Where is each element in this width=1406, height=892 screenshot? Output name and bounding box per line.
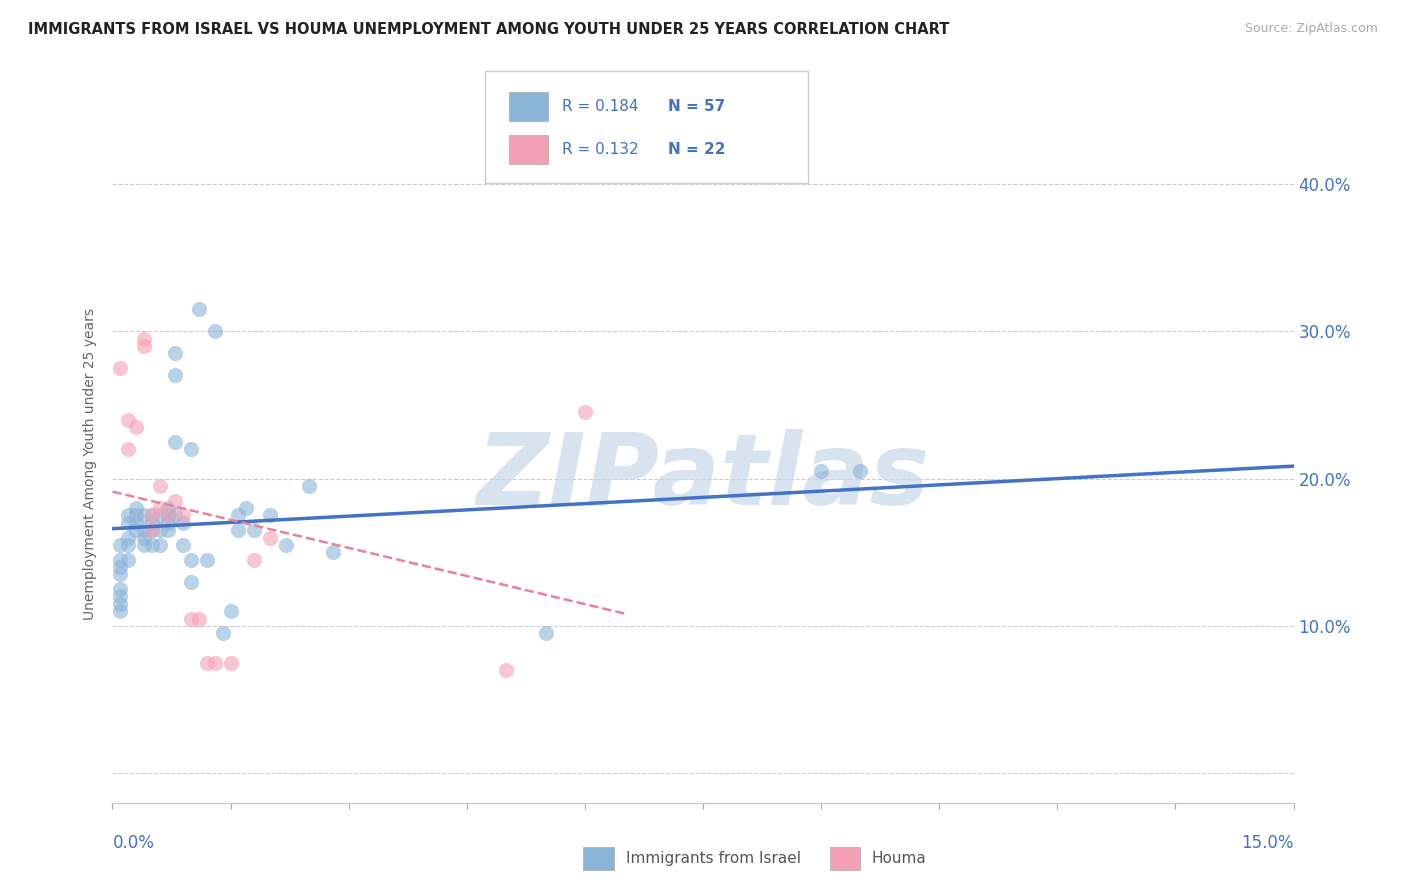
Point: [141, 508, 163, 523]
Point: [165, 508, 187, 523]
Point: [132, 523, 155, 537]
Point: [204, 656, 226, 670]
Point: [110, 597, 132, 611]
Point: [574, 405, 596, 419]
Point: [165, 434, 187, 449]
Text: IMMIGRANTS FROM ISRAEL VS HOUMA UNEMPLOYMENT AMONG YOUTH UNDER 25 YEARS CORRELAT: IMMIGRANTS FROM ISRAEL VS HOUMA UNEMPLOY…: [28, 22, 949, 37]
Point: [156, 501, 179, 516]
Point: [188, 611, 211, 625]
Point: [259, 508, 281, 523]
Text: R = 0.184: R = 0.184: [562, 99, 638, 114]
Point: [125, 516, 148, 530]
Text: 15.0%: 15.0%: [1241, 834, 1294, 852]
Point: [149, 501, 172, 516]
Point: [259, 531, 281, 545]
Point: [149, 523, 172, 537]
Point: [141, 523, 163, 537]
Point: [274, 538, 297, 552]
Point: [172, 508, 194, 523]
Point: [156, 508, 179, 523]
Point: [141, 523, 163, 537]
Point: [219, 604, 242, 618]
Point: [117, 412, 139, 426]
Point: [165, 346, 187, 360]
Point: [228, 523, 250, 537]
Point: [110, 590, 132, 604]
Point: [298, 479, 321, 493]
Point: [534, 626, 557, 640]
Point: [243, 523, 266, 537]
Point: [243, 552, 266, 566]
Point: [132, 508, 155, 523]
Point: [322, 545, 344, 559]
Point: [110, 582, 132, 596]
Point: [125, 420, 148, 434]
Point: [228, 508, 250, 523]
Point: [219, 656, 242, 670]
Point: [810, 464, 832, 478]
Point: [125, 501, 148, 516]
Point: [149, 538, 172, 552]
Point: [165, 493, 187, 508]
Point: [165, 368, 187, 383]
Point: [195, 552, 218, 566]
Point: [110, 560, 132, 574]
Point: [117, 552, 139, 566]
Point: [180, 552, 202, 566]
Text: 0.0%: 0.0%: [112, 834, 155, 852]
Point: [149, 479, 172, 493]
Text: ZIPatlas: ZIPatlas: [477, 429, 929, 526]
Point: [117, 538, 139, 552]
Point: [204, 324, 226, 338]
Point: [117, 508, 139, 523]
Point: [110, 604, 132, 618]
Point: [149, 508, 172, 523]
Point: [172, 538, 194, 552]
Point: [132, 531, 155, 545]
Text: N = 22: N = 22: [668, 142, 725, 157]
Point: [110, 552, 132, 566]
Point: [132, 538, 155, 552]
Point: [141, 538, 163, 552]
Point: [849, 464, 872, 478]
Point: [156, 523, 179, 537]
Point: [495, 663, 517, 677]
Text: Source: ZipAtlas.com: Source: ZipAtlas.com: [1244, 22, 1378, 36]
Text: R = 0.132: R = 0.132: [562, 142, 638, 157]
Point: [172, 516, 194, 530]
Point: [211, 626, 233, 640]
Y-axis label: Unemployment Among Youth under 25 years: Unemployment Among Youth under 25 years: [83, 308, 97, 620]
Point: [156, 508, 179, 523]
Point: [110, 538, 132, 552]
Point: [188, 302, 211, 317]
Point: [132, 332, 155, 346]
Point: [110, 361, 132, 376]
Point: [117, 531, 139, 545]
Point: [125, 508, 148, 523]
Point: [141, 516, 163, 530]
Point: [156, 516, 179, 530]
Point: [110, 567, 132, 582]
Point: [125, 523, 148, 537]
Point: [235, 501, 257, 516]
Point: [117, 442, 139, 456]
Point: [180, 574, 202, 589]
Text: N = 57: N = 57: [668, 99, 725, 114]
Point: [141, 508, 163, 523]
Point: [117, 516, 139, 530]
Point: [195, 656, 218, 670]
Text: Houma: Houma: [872, 851, 927, 866]
Point: [180, 611, 202, 625]
Point: [132, 339, 155, 353]
Text: Immigrants from Israel: Immigrants from Israel: [626, 851, 800, 866]
Point: [180, 442, 202, 456]
